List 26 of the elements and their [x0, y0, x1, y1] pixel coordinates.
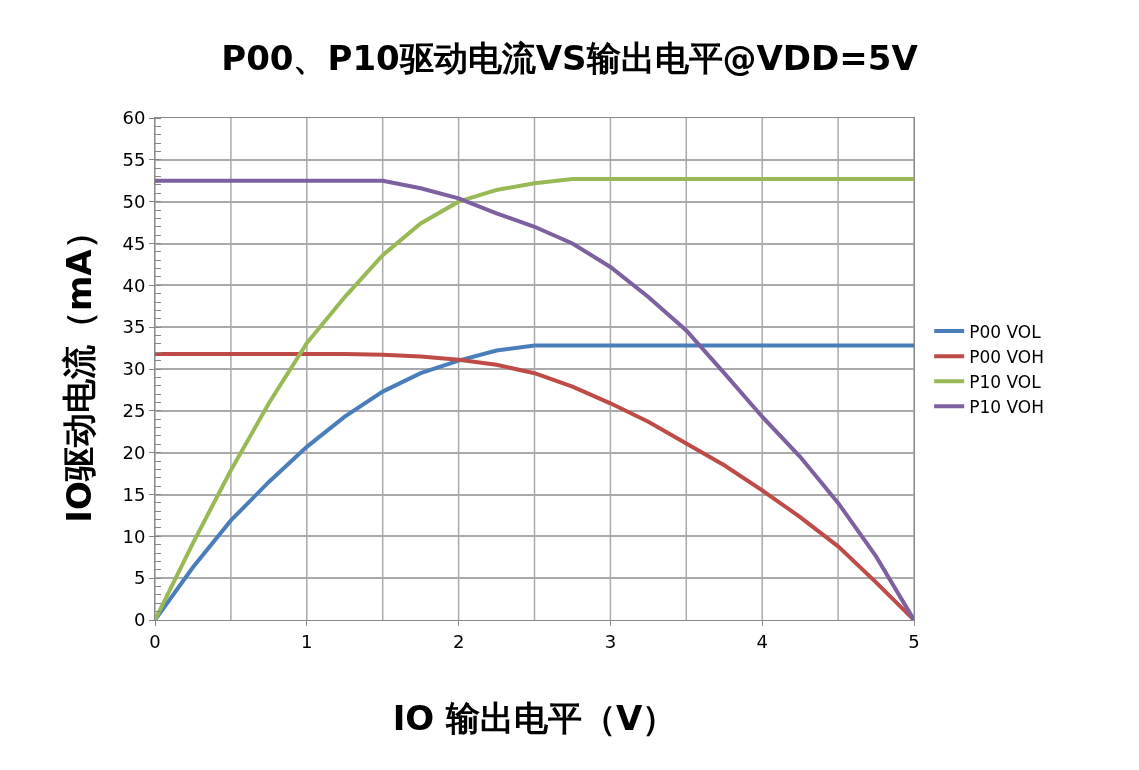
y-tick-label: 15 [122, 483, 146, 505]
y-tick-label: 10 [122, 525, 146, 547]
y-axis-title: IO驱动电流（mA） [59, 215, 100, 523]
y-tick-label: 45 [122, 232, 146, 254]
x-tick-label: 2 [452, 630, 465, 652]
y-tick-label: 60 [122, 107, 146, 129]
chart-title: P00、P10驱动电流VS输出电平@VDD=5V [221, 38, 919, 78]
x-axis-title: IO 输出电平（V） [392, 697, 677, 738]
legend-label: P00 VOL [969, 321, 1042, 342]
x-tick-label: 1 [301, 630, 313, 652]
y-tick-label: 50 [122, 190, 146, 212]
x-tick-label: 0 [149, 630, 161, 652]
legend-label: P00 VOH [969, 346, 1044, 367]
y-tick-label: 30 [122, 358, 146, 380]
legend-label: P10 VOH [969, 396, 1044, 417]
x-tick-label: 5 [908, 630, 920, 652]
x-tick-label: 4 [756, 630, 768, 652]
y-tick-label: 35 [122, 316, 146, 338]
x-tick-label: 3 [604, 630, 617, 652]
y-tick-label: 40 [122, 274, 146, 296]
y-tick-label: 55 [122, 149, 146, 171]
y-tick-label: 0 [133, 609, 146, 631]
y-tick-label: 25 [122, 400, 146, 422]
y-tick-label: 5 [133, 567, 146, 589]
y-tick-label: 20 [122, 441, 146, 463]
legend-label: P10 VOL [969, 371, 1042, 392]
